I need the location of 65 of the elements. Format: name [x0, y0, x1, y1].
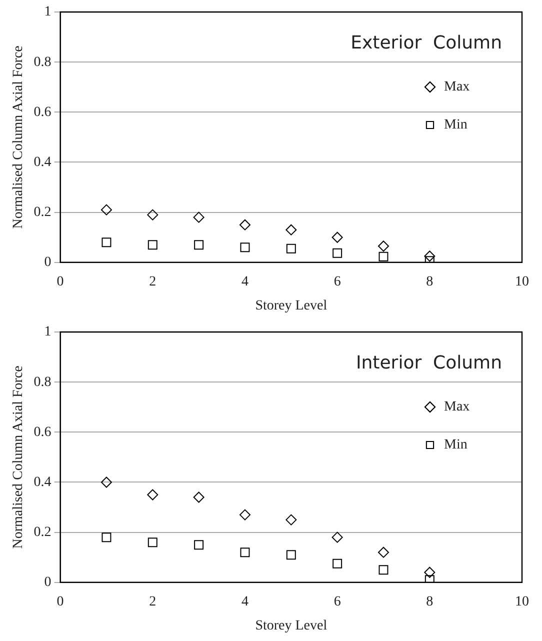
x-tick-label: 6: [334, 274, 341, 290]
point: [240, 548, 250, 558]
point: [102, 238, 112, 248]
y-tick-label: 0.8: [34, 374, 52, 390]
x-tick-label: 6: [334, 594, 341, 610]
point: [148, 240, 158, 250]
text: Interior Column: [356, 352, 502, 374]
point: [100, 204, 112, 216]
y-tick-label: 0.2: [34, 204, 52, 220]
legend-label: Max: [444, 80, 470, 95]
x-tick-label: 8: [426, 274, 434, 290]
y-axis-title: Normalised Column Axial Force: [11, 46, 26, 229]
point: [332, 558, 342, 568]
x-tick-label: 10: [515, 274, 529, 290]
y-tick-label: 1: [44, 4, 52, 20]
y-tick-label: 0.6: [34, 424, 52, 440]
x-tick-label: 0: [56, 594, 64, 610]
x-tick-label: 4: [241, 594, 248, 610]
point: [378, 546, 389, 558]
point: [378, 252, 388, 262]
point: [100, 476, 112, 488]
point: [148, 538, 158, 548]
y-tick-label: 0.4: [34, 154, 52, 170]
y-tick-label: 0.4: [34, 474, 52, 490]
point: [286, 550, 296, 560]
y-tick-label: 0.2: [34, 524, 52, 540]
y-tick-label: 0: [44, 255, 52, 270]
x-axis-title: Storey Level: [255, 618, 328, 634]
point: [239, 509, 250, 520]
point: [286, 514, 297, 526]
point: [286, 224, 297, 236]
point: [378, 565, 388, 575]
point: [424, 250, 436, 262]
y-tick-label: 0: [44, 575, 52, 590]
x-axis-title: Storey Level: [255, 298, 328, 314]
text: Exterior Column: [350, 32, 502, 54]
y-tick-label: 1: [44, 324, 52, 340]
x-tick-label: 2: [149, 274, 156, 290]
x-tick-label: 8: [426, 594, 434, 610]
point: [239, 219, 250, 230]
point: [193, 492, 204, 503]
legend-label: Min: [444, 438, 468, 453]
y-tick-label: 0.8: [34, 54, 52, 70]
point: [194, 240, 204, 250]
point: [332, 232, 343, 243]
point: [286, 244, 296, 254]
x-tick-label: 2: [149, 594, 156, 610]
x-tick-label: 10: [515, 594, 529, 610]
legend-label: Min: [444, 118, 468, 133]
y-axis-title: Normalised Column Axial Force: [11, 366, 26, 549]
x-tick-label: 0: [56, 274, 64, 290]
x-tick-label: 4: [241, 274, 248, 290]
point: [193, 212, 204, 223]
point: [102, 532, 112, 542]
point: [147, 489, 158, 500]
legend-label: Max: [444, 400, 470, 415]
point: [332, 532, 343, 543]
point: [378, 240, 389, 252]
point: [194, 540, 204, 550]
point: [240, 242, 250, 252]
point: [147, 209, 158, 220]
point: [424, 575, 434, 582]
y-tick-label: 0.6: [34, 104, 52, 120]
point: [332, 248, 342, 258]
point: [424, 566, 436, 578]
